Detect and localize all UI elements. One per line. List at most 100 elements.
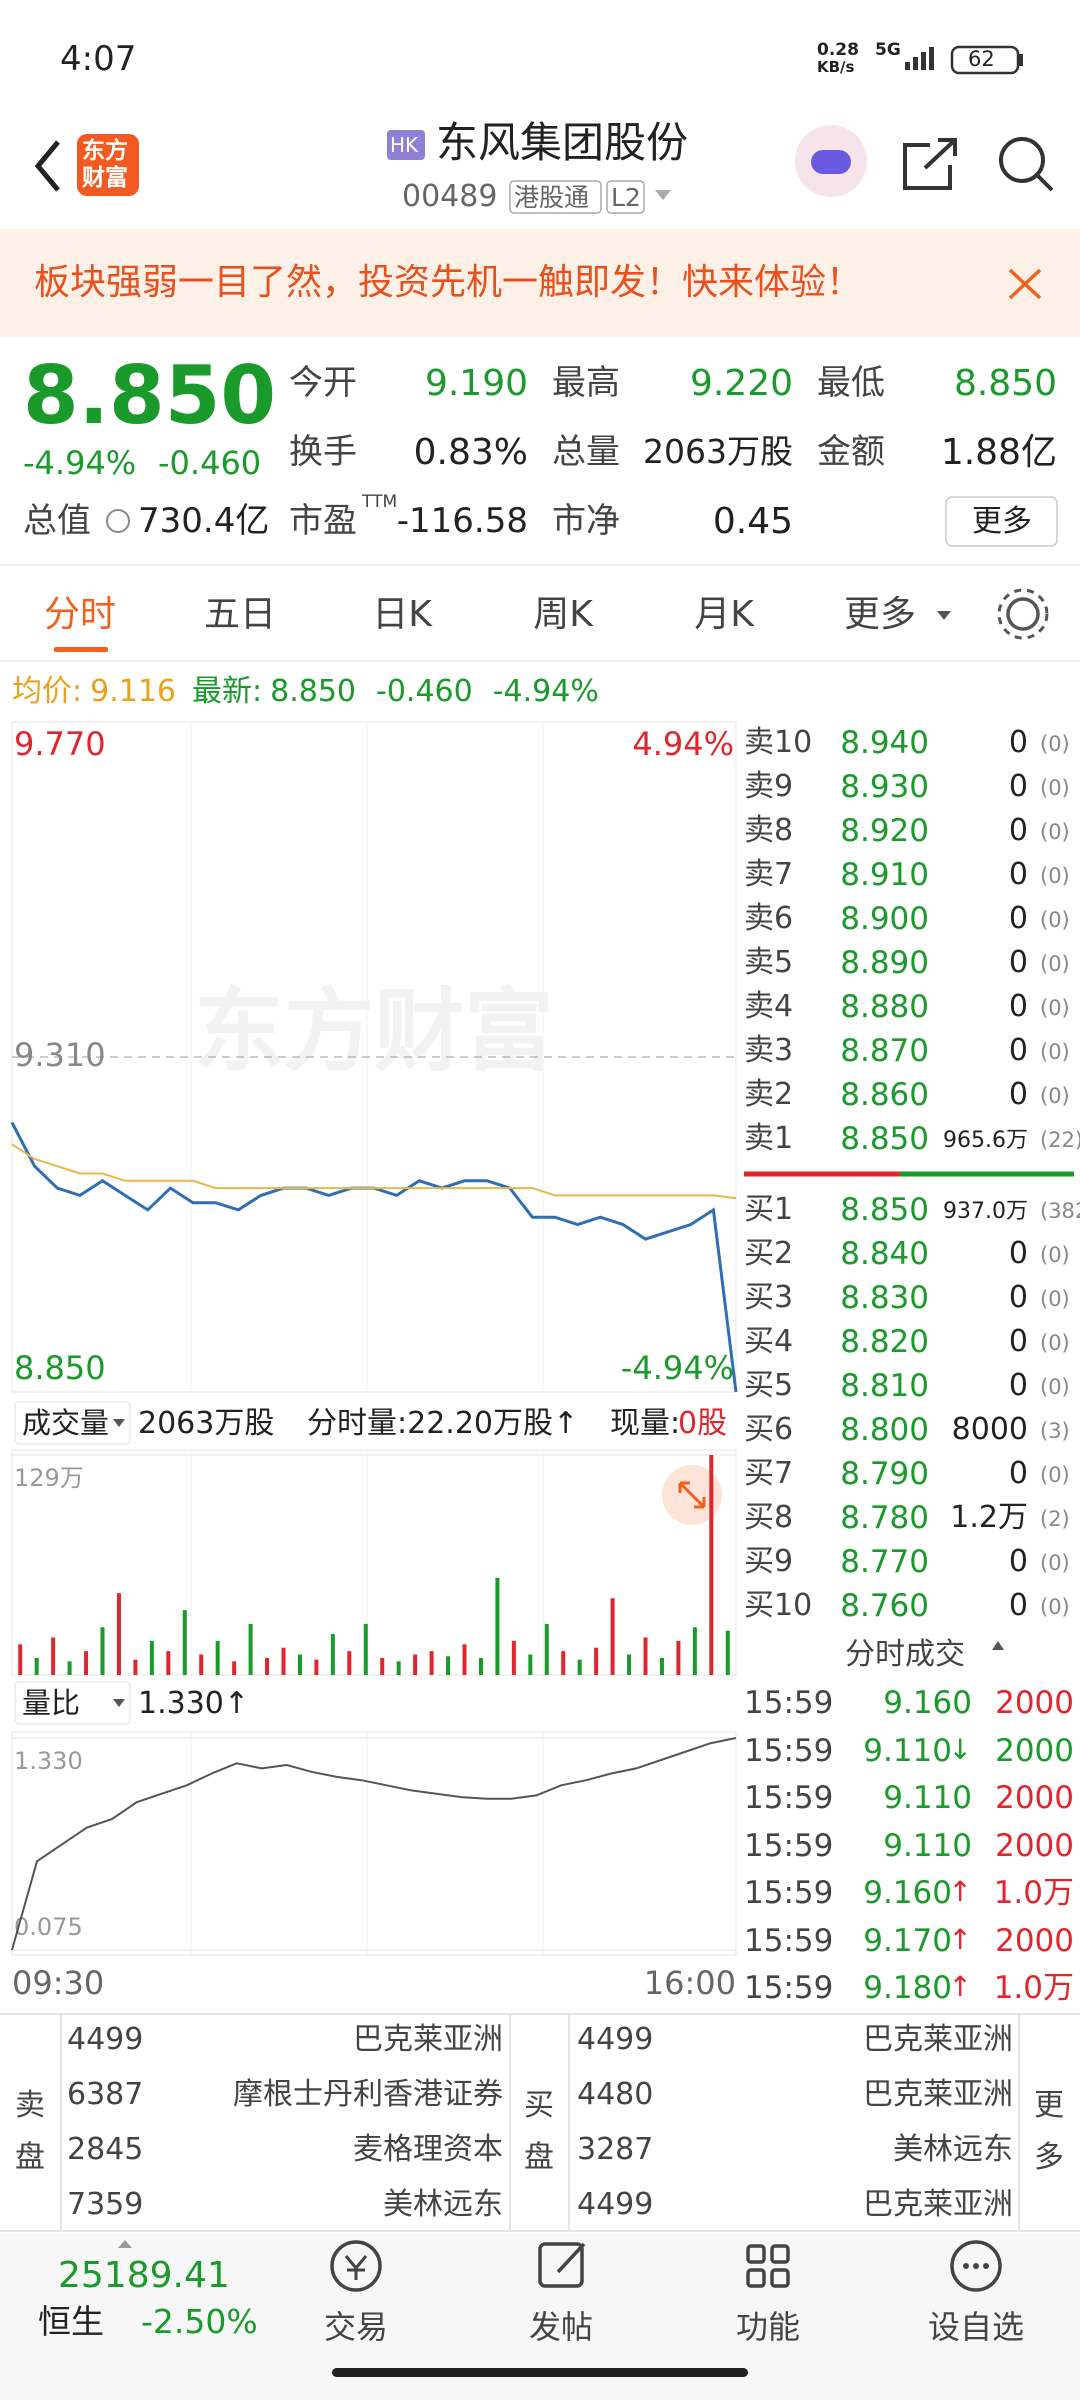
tab[interactable]: 周K — [533, 594, 593, 635]
book-side: 卖1 — [744, 1121, 794, 1156]
volume-selector[interactable]: 成交量 — [22, 1406, 110, 1440]
broker-name[interactable]: 摩根士丹利香港证券 — [233, 2077, 503, 2112]
nav-tab[interactable]: 交易 — [323, 2308, 389, 2346]
chart-grid — [190, 722, 544, 1955]
trade-volume: 2000 — [995, 1780, 1074, 1816]
broker-name[interactable]: 巴克莱亚洲 — [863, 2077, 1013, 2112]
function-icon[interactable] — [746, 2244, 766, 2264]
banner-text[interactable]: 板块强弱一目了然，投资先机一触即发！快来体验！ — [34, 262, 863, 303]
expand-icon — [678, 1481, 706, 1509]
stock-code: 00489 — [402, 179, 498, 214]
buy-label: 买盘 — [524, 2088, 554, 2175]
broker-name[interactable]: 巴克莱亚洲 — [863, 2187, 1013, 2222]
broker-name[interactable]: 美林远东 — [893, 2132, 1013, 2167]
tab[interactable]: 分时 — [43, 594, 117, 635]
book-price: 8.800 — [840, 1412, 929, 1448]
broker-id: 4499 — [67, 2022, 144, 2057]
broker-id: 3287 — [577, 2132, 654, 2167]
ratio-selector[interactable]: 量比 — [22, 1686, 81, 1720]
broker-name[interactable]: 麦格理资本 — [353, 2132, 503, 2167]
index-name[interactable]: 恒生 — [38, 2302, 104, 2341]
volume-bar — [34, 1657, 39, 1675]
broker-id: 7359 — [67, 2187, 144, 2222]
share-button[interactable] — [903, 138, 957, 190]
settings-gear — [997, 588, 1049, 640]
tab[interactable]: 月K — [694, 594, 754, 635]
y2-tick-label: -4.94% — [621, 1349, 734, 1387]
volume-bar — [429, 1651, 434, 1675]
book-side: 卖4 — [744, 989, 794, 1024]
info-icon[interactable] — [106, 509, 130, 533]
more-button[interactable] — [945, 496, 1058, 547]
selector-box[interactable] — [14, 1401, 131, 1445]
book-volume: 0 — [1008, 1588, 1028, 1623]
book-side: 卖6 — [744, 901, 794, 936]
nav-tab[interactable]: 设自选 — [927, 2308, 1025, 2346]
active-tab-indicator — [54, 647, 108, 652]
tab[interactable]: 日K — [372, 594, 432, 635]
book-count: (0) — [1040, 1243, 1070, 1267]
book-price: 8.790 — [840, 1456, 929, 1492]
nav-tab[interactable]: 功能 — [735, 2308, 801, 2346]
index-pct[interactable]: -2.50% — [141, 2302, 258, 2341]
stat-label: 最高 — [552, 363, 620, 403]
logo-text: 财富 — [82, 165, 128, 191]
stat-label: 最低 — [817, 363, 885, 403]
stat-label: 总值 — [23, 501, 91, 541]
battery-level: 62 — [968, 47, 995, 71]
settings-button[interactable] — [1006, 597, 1040, 631]
trade-time: 15:59 — [744, 1922, 834, 1959]
brokers-more[interactable]: 更多 — [1034, 2088, 1064, 2175]
logo-text: 东方 — [82, 138, 128, 164]
book-side: 买6 — [744, 1412, 794, 1447]
post-icon[interactable] — [538, 2242, 584, 2288]
selector-box[interactable] — [14, 1681, 131, 1725]
broker-name[interactable]: 巴克莱亚洲 — [353, 2022, 503, 2057]
book-count: (0) — [1040, 864, 1070, 888]
trade-price: 9.110 — [883, 1780, 972, 1816]
book-count: (0) — [1040, 1463, 1070, 1487]
broker-name[interactable]: 美林远东 — [383, 2187, 503, 2222]
banner-bg — [0, 229, 1080, 337]
book-price: 8.860 — [840, 1077, 929, 1113]
post-pen — [556, 2242, 586, 2274]
tab[interactable]: 更多 — [843, 594, 917, 635]
volume-bar — [413, 1654, 418, 1675]
x-tick-label: 09:30 — [12, 1964, 104, 2002]
volume-bar — [199, 1654, 204, 1675]
back-button[interactable] — [34, 140, 60, 192]
search-button[interactable] — [999, 137, 1045, 183]
trade-icon[interactable] — [330, 2240, 382, 2292]
stat-value: 1.88亿 — [940, 432, 1057, 473]
book-volume: 0 — [1008, 1077, 1028, 1112]
book-price: 8.770 — [840, 1544, 929, 1580]
book-count: (0) — [1040, 952, 1070, 976]
nav-tab[interactable]: 发帖 — [528, 2308, 594, 2346]
index-value[interactable]: 25189.41 — [58, 2255, 230, 2296]
trades-title[interactable]: 分时成交 — [845, 1637, 965, 1672]
book-volume: 0 — [1008, 1236, 1028, 1271]
book-volume: 0 — [1008, 1324, 1028, 1359]
book-price: 8.840 — [840, 1236, 929, 1272]
broker-name[interactable]: 巴克莱亚洲 — [863, 2022, 1013, 2057]
volume-bar — [166, 1651, 171, 1675]
book-side: 卖7 — [744, 857, 794, 892]
battery-tip — [1019, 54, 1023, 66]
trade-price: 9.110 — [863, 1732, 952, 1769]
more-button-label[interactable]: 更多 — [972, 504, 1032, 539]
volume-bar — [297, 1654, 302, 1675]
volume-bar — [446, 1656, 451, 1675]
stat-label: 换手 — [289, 432, 357, 472]
last-label: 最新: — [192, 674, 263, 709]
book-price: 8.930 — [840, 769, 929, 805]
volume-bar — [67, 1661, 72, 1675]
watchlist-icon[interactable] — [950, 2240, 1002, 2292]
volume-bar — [544, 1623, 549, 1675]
book-side: 卖5 — [744, 945, 794, 980]
dropdown-icon[interactable] — [655, 190, 671, 200]
book-side: 买5 — [744, 1368, 794, 1403]
stat-label: 总量 — [552, 432, 620, 472]
banner-close[interactable] — [1008, 268, 1042, 300]
tab[interactable]: 五日 — [203, 594, 277, 635]
